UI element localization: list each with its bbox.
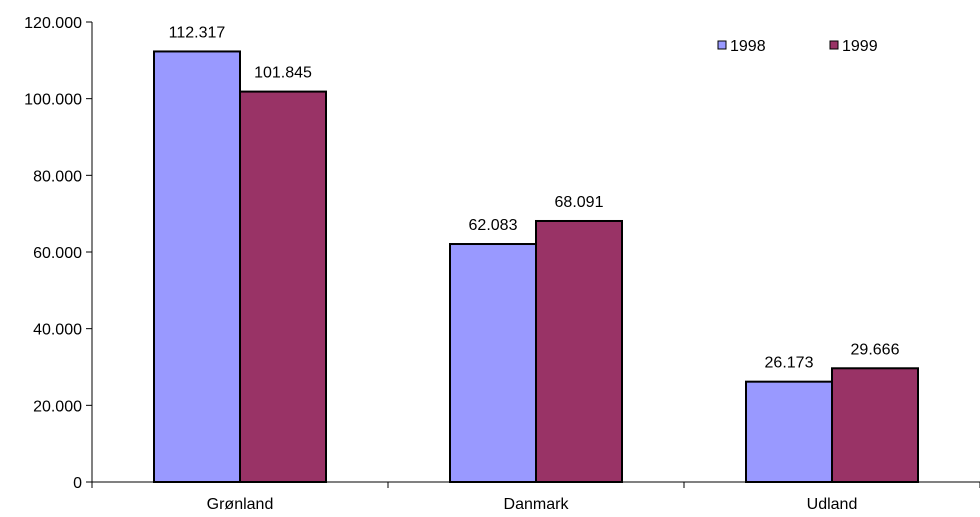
y-axis: 0 20.000 40.000 60.000 80.000 100.000 120.000 <box>24 15 93 492</box>
y-tick-label: 120.000 <box>24 15 82 32</box>
bar-1998-2 <box>745 380 833 483</box>
data-label: 68.091 <box>555 194 604 211</box>
bar-1998-1 <box>449 243 537 483</box>
y-tick-label: 60.000 <box>33 245 82 262</box>
bar-1999-2 <box>831 367 919 483</box>
data-label: 29.666 <box>851 341 900 358</box>
legend-label: 1999 <box>842 38 878 55</box>
legend: 1998 1999 <box>717 38 878 55</box>
x-category-label: Udland <box>807 496 858 513</box>
data-label: 62.083 <box>469 217 518 234</box>
data-labels: 112.317 101.845 62.083 68.091 26.173 29.666 <box>169 24 900 371</box>
x-category-label: Danmark <box>504 496 570 513</box>
legend-label: 1998 <box>730 38 766 55</box>
data-label: 101.845 <box>254 65 312 82</box>
bar-1998-0 <box>153 50 241 483</box>
data-label: 112.317 <box>169 24 226 41</box>
legend-swatch <box>829 40 839 50</box>
legend-swatch <box>717 40 727 50</box>
bar-1999-0 <box>239 90 327 483</box>
bar-1999-1 <box>535 219 623 483</box>
x-category-label: Grønland <box>207 496 274 513</box>
y-tick-label: 20.000 <box>33 398 82 415</box>
y-tick-label: 0 <box>73 475 82 492</box>
y-tick-label: 100.000 <box>24 92 82 109</box>
data-label: 26.173 <box>765 355 814 372</box>
x-axis: Grønland Danmark Udland <box>91 481 980 513</box>
bars <box>153 50 919 483</box>
y-tick-label: 80.000 <box>33 168 82 185</box>
y-tick-label: 40.000 <box>33 322 82 339</box>
